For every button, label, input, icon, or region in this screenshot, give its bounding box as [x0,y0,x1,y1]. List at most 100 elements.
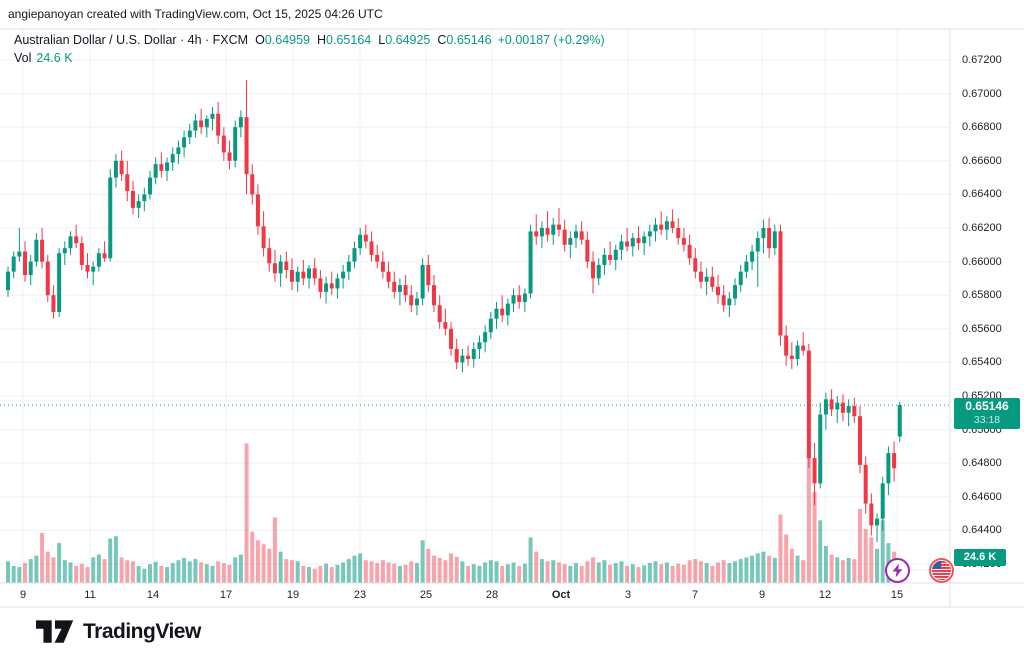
candle-body [596,264,601,279]
candle-body [488,318,493,333]
volume-bar [318,565,323,583]
volume-bar [193,559,198,583]
candle-body [574,231,578,239]
volume-legend[interactable]: Vol 24.6 K [14,51,73,65]
volume-bar [534,551,539,583]
candle-body [670,221,675,228]
candle-body [460,355,465,363]
volume-bar [227,564,232,583]
volume-bar [875,548,880,583]
candle-body [130,191,135,208]
candle-body [869,503,874,526]
candle-body [858,416,862,465]
volume-bar [471,564,476,583]
volume-bar [432,555,436,583]
volume-bar [130,561,135,583]
candle-body [193,120,198,131]
volume-bar [454,556,459,583]
candle-body [471,348,476,360]
candle-body [823,399,828,415]
volume-bar [301,565,306,583]
candle-body [182,137,187,148]
candle-body [892,453,897,469]
volume-bar [295,561,300,583]
volume-bar [761,551,766,583]
volume-bar [380,560,385,583]
volume-bar [244,443,249,583]
candle-body [483,332,488,343]
tradingview-logo[interactable]: TradingView [36,620,201,644]
candle-body [846,406,851,413]
volume-bar [187,561,192,583]
volume-bar [341,562,346,583]
candle-body [806,350,811,459]
candle-body [500,308,505,316]
volume-bar [312,568,317,583]
high-label: H [317,33,327,47]
candle-body [681,238,686,245]
volume-bar [216,561,221,583]
candle-body [210,113,215,119]
volume-bar [613,563,618,583]
price-axis-label: 0.67200 [962,54,1002,66]
volume-bar [477,565,482,583]
time-axis-label: 12 [818,589,832,601]
candle-body [369,241,374,255]
volume-bar [727,563,732,583]
us-flag-glyph [931,560,952,581]
volume-bar [392,563,397,583]
volume-bar [210,565,215,583]
volume-bar [34,555,39,583]
volume-bar [11,565,16,583]
candle-body [113,160,118,178]
candle-body [551,224,556,235]
volume-bar [51,557,56,583]
economic-event-lightning-icon[interactable] [884,557,911,584]
price-axis-label: 0.66600 [962,154,1002,167]
price-axis-label: 0.64800 [962,457,1002,470]
symbol-legend[interactable]: Australian Dollar / U.S. Dollar · 4h · F… [14,33,605,47]
candle-body [505,303,510,316]
candle-body [409,295,414,306]
candle-body [801,345,806,351]
volume-bar [869,537,874,583]
price-axis-label: 0.66000 [962,255,1002,268]
symbol-title[interactable]: Australian Dollar / U.S. Dollar · 4h · F… [14,33,249,47]
candle-body [142,194,147,202]
candle-body [539,228,544,237]
candle-body [375,254,380,262]
candle-body [443,322,448,329]
candle-body [875,518,880,526]
volume-bar [704,563,709,583]
candle-body [840,402,845,413]
attribution-text: angiepanoyan created with TradingView.co… [8,7,383,21]
volume-bar [687,560,692,583]
volume-bar [591,557,596,583]
candle-body [687,244,692,259]
volume-bar [647,563,652,583]
volume-value: 24.6 K [36,51,73,65]
volume-bar [568,565,573,583]
candle-body [852,406,857,417]
volume-bar [278,551,283,583]
time-axis-label: 9 [19,589,27,601]
volume-bar [6,561,10,583]
candle-body [698,271,703,282]
current-price-tag: 0.65146 33:18 [954,398,1020,429]
candle-body [716,286,720,296]
candle-body [261,226,266,249]
volume-bar [125,560,130,583]
change-value: +0.00187 (+0.29%) [497,33,605,47]
time-axis-label: 7 [691,589,699,601]
candle-body [721,295,726,306]
candle-body [23,251,28,276]
us-flag-event-icon[interactable] [928,557,955,584]
time-axis-label: Oct [551,589,571,601]
volume-bar [284,559,289,583]
price-axis-label: 0.65800 [962,289,1002,302]
candle-body [579,231,584,240]
candle-body [397,285,402,292]
candle-body [619,241,624,250]
volume-bar [806,451,811,583]
